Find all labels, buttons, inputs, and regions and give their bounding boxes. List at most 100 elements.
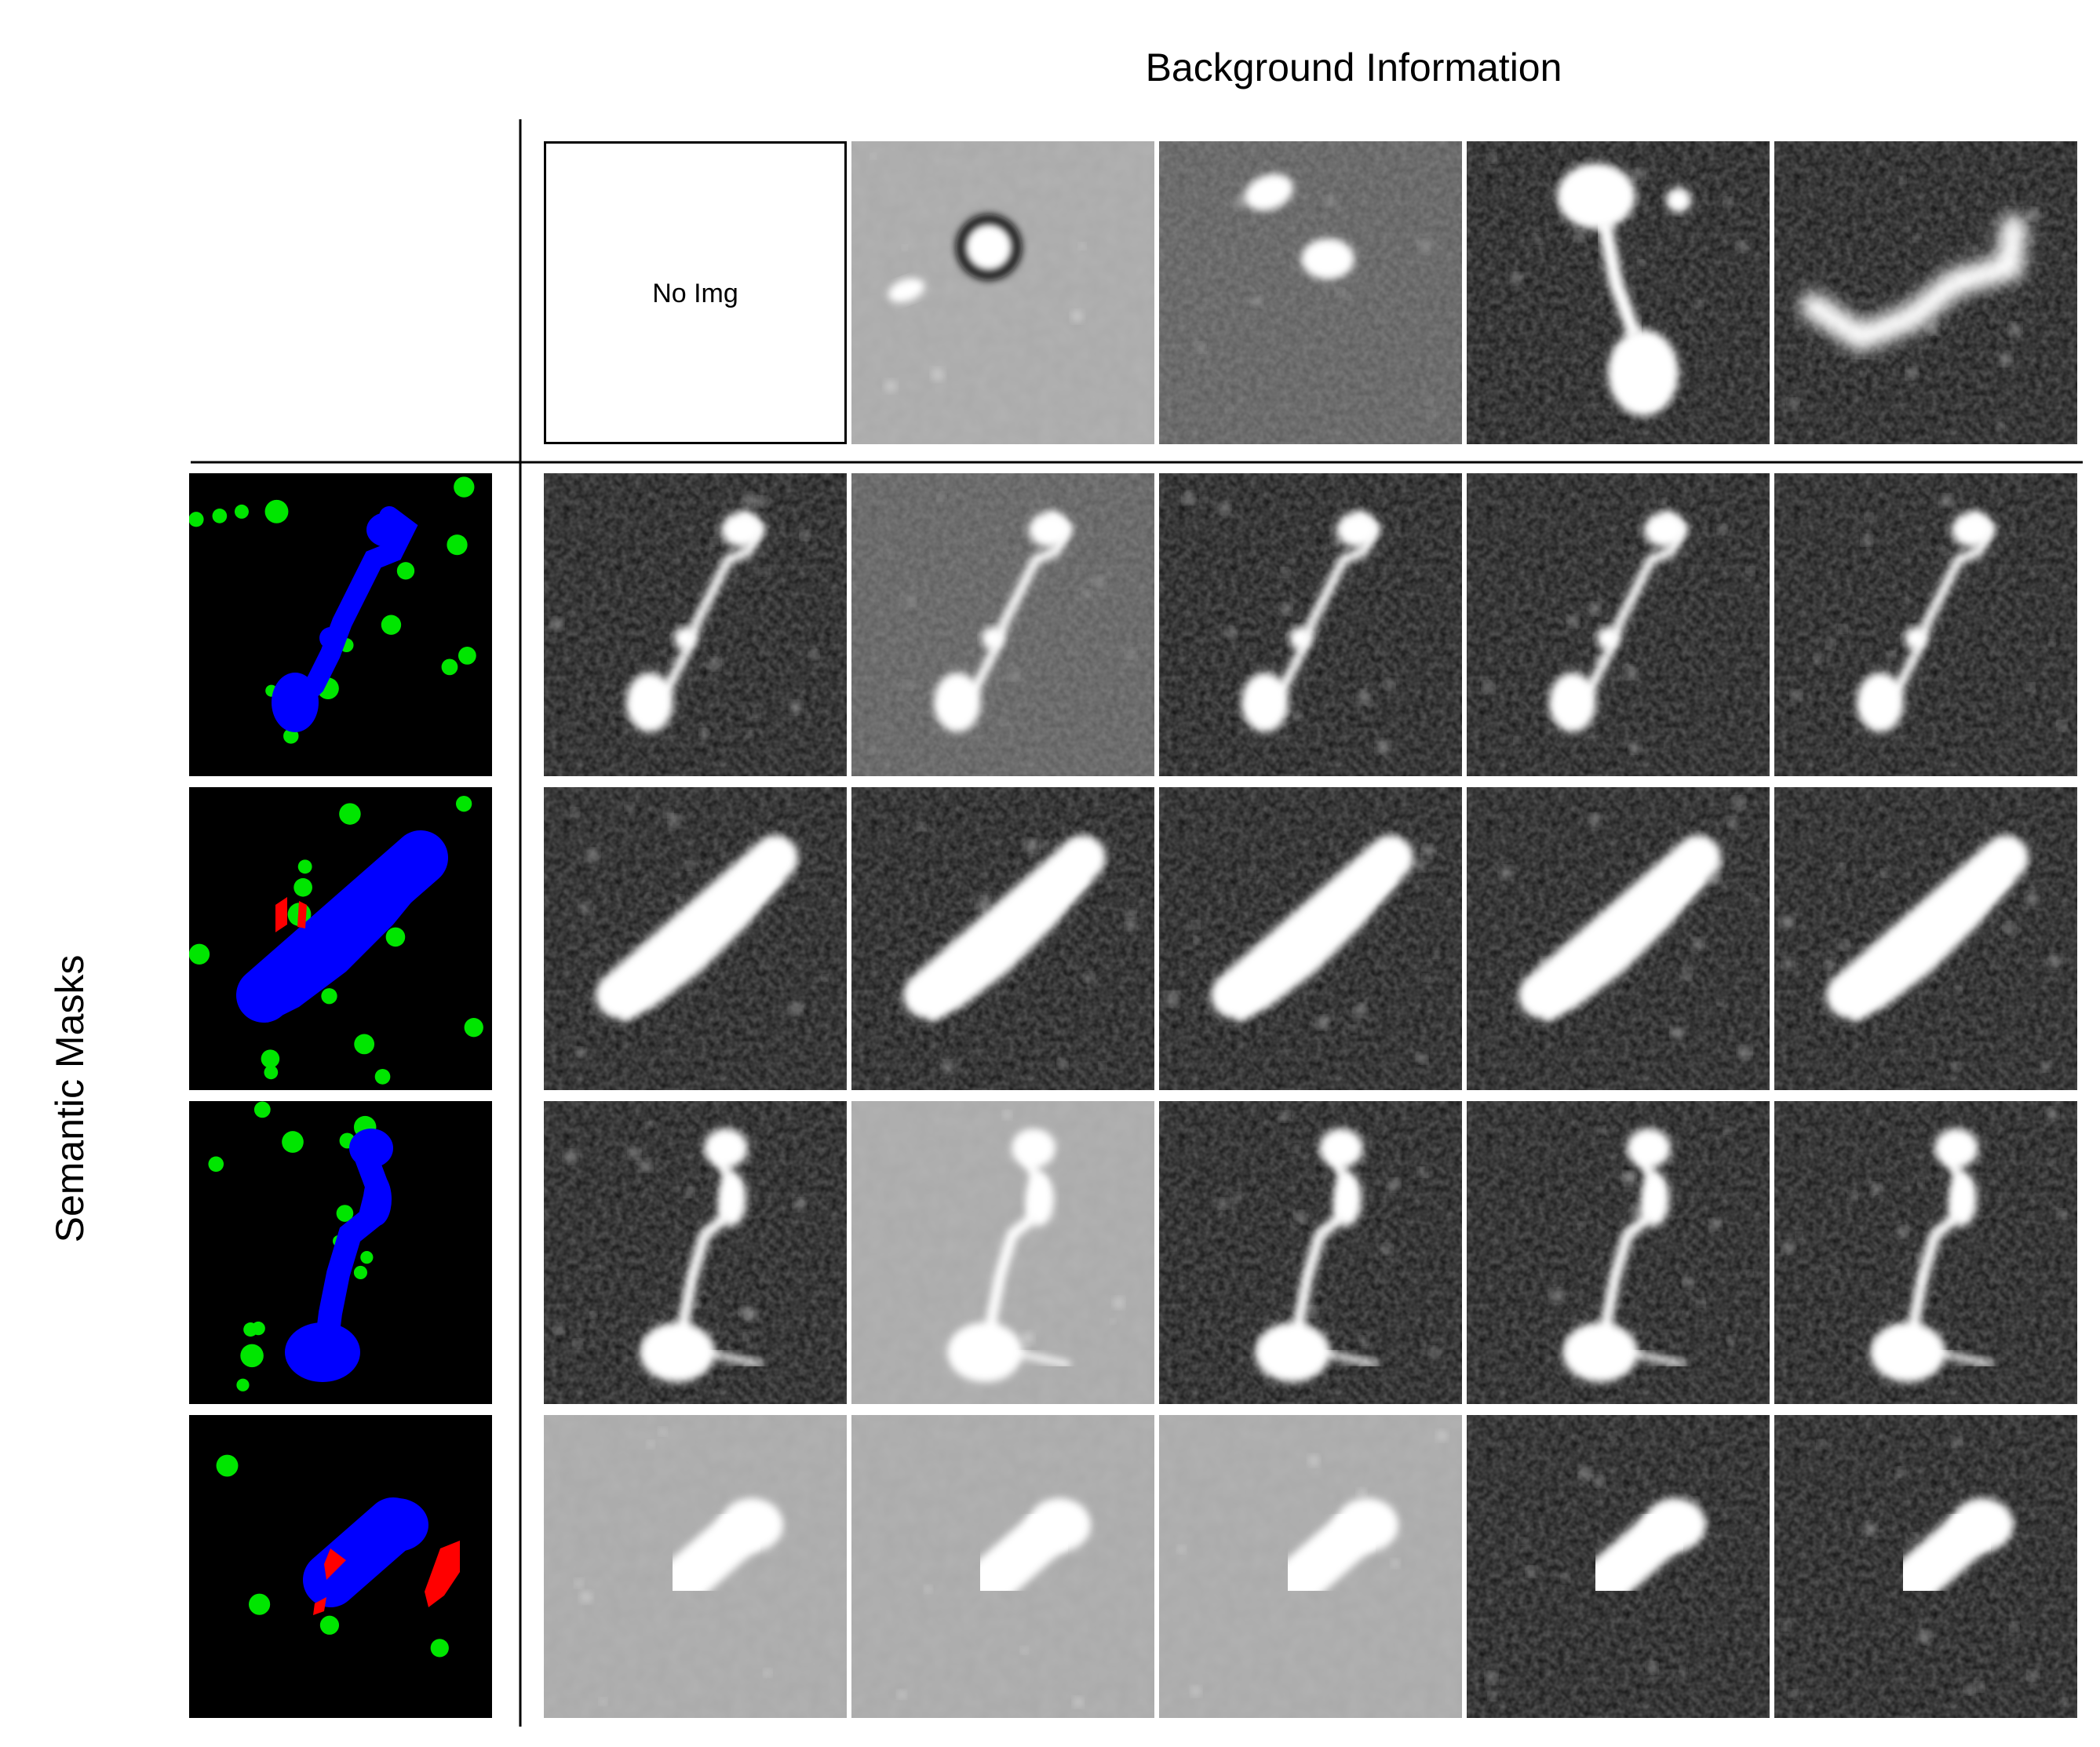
- point-source: [1026, 839, 1039, 852]
- point-source: [646, 1122, 652, 1129]
- point-source: [1839, 625, 1847, 633]
- point-source: [669, 815, 680, 826]
- mask-compact-region: [212, 509, 228, 523]
- point-source: [1093, 575, 1106, 588]
- radio-emission: [640, 1322, 715, 1382]
- point-source: [885, 550, 894, 558]
- radio-emission: [1241, 673, 1289, 732]
- mask-compact-region: [293, 877, 312, 897]
- point-source: [902, 245, 908, 250]
- point-source: [1561, 1574, 1570, 1582]
- point-source: [746, 731, 753, 738]
- radio-emission: [1333, 1173, 1362, 1226]
- point-source: [1996, 422, 2003, 431]
- point-source: [1782, 958, 1794, 969]
- generated-image-tile: [1467, 1415, 1770, 1718]
- point-source: [694, 1300, 701, 1307]
- mask-compact-region: [319, 1615, 340, 1635]
- point-source: [1343, 293, 1351, 300]
- point-source: [926, 677, 932, 682]
- mask-spurious-region: [313, 1597, 326, 1615]
- image-grid: [189, 473, 2077, 1718]
- mask-compact-region: [381, 615, 402, 635]
- point-source: [1073, 1697, 1083, 1708]
- mask-compact-region: [447, 534, 468, 556]
- mask-compact-region: [385, 927, 406, 947]
- generated-image-tile: [1774, 1101, 2077, 1404]
- point-source: [744, 1333, 751, 1340]
- point-source: [1718, 525, 1726, 534]
- point-source: [1589, 814, 1601, 826]
- point-source: [700, 729, 709, 738]
- point-source: [1710, 1219, 1721, 1230]
- point-source: [664, 808, 673, 817]
- point-source: [1387, 1179, 1399, 1191]
- point-source: [1526, 1566, 1537, 1577]
- radio-emission: [1624, 1349, 1686, 1367]
- point-source: [1681, 969, 1691, 979]
- placeholder-frame: [544, 141, 847, 444]
- point-source: [1633, 169, 1645, 180]
- mask-compact-region: [321, 988, 337, 1005]
- point-source: [668, 658, 675, 665]
- point-source: [600, 1698, 607, 1705]
- point-source: [647, 1440, 654, 1448]
- point-source: [1020, 1647, 1028, 1654]
- point-source: [1638, 261, 1646, 268]
- point-source: [1308, 1455, 1320, 1466]
- point-source: [1623, 1173, 1635, 1185]
- mask-spurious-region: [275, 897, 307, 932]
- mask-extended-region: [236, 830, 448, 1023]
- point-source: [886, 726, 893, 733]
- point-source: [1870, 1183, 1881, 1194]
- point-source: [1897, 1226, 1908, 1238]
- point-source: [917, 822, 925, 830]
- radio-emission: [947, 1322, 1023, 1382]
- point-source: [1750, 894, 1756, 900]
- point-source: [1354, 1004, 1366, 1016]
- point-source: [1594, 1476, 1605, 1487]
- radio-emission: [702, 1349, 763, 1367]
- generated-image-tile: [1467, 1101, 1770, 1404]
- point-source: [573, 1340, 582, 1348]
- point-source: [1003, 1111, 1012, 1119]
- point-source: [1219, 1198, 1229, 1209]
- point-source: [1911, 1533, 1919, 1541]
- point-source: [625, 803, 634, 811]
- point-source: [1918, 1179, 1924, 1186]
- point-source: [1358, 691, 1371, 704]
- point-source: [1281, 568, 1290, 577]
- generated-image-tile: [544, 1101, 847, 1404]
- point-source: [574, 1578, 584, 1588]
- point-source: [1113, 1297, 1125, 1309]
- point-source: [1427, 410, 1435, 418]
- radio-emission: [1211, 835, 1413, 1018]
- point-source: [1360, 1337, 1369, 1344]
- point-source: [1514, 737, 1520, 743]
- point-source: [789, 702, 802, 713]
- point-source: [976, 897, 990, 910]
- point-source: [579, 903, 590, 914]
- point-source: [1183, 492, 1195, 504]
- point-source: [1733, 797, 1745, 808]
- mask-compact-region: [216, 1454, 239, 1477]
- point-source: [1826, 640, 1835, 649]
- point-source: [1738, 1046, 1751, 1060]
- point-source: [1679, 1665, 1687, 1672]
- mask-compact-region: [264, 1065, 279, 1080]
- point-source: [1125, 919, 1136, 930]
- point-source: [1085, 972, 1094, 982]
- point-source: [1292, 1145, 1300, 1153]
- mask-compact-region: [430, 1639, 449, 1658]
- point-source: [1079, 243, 1086, 250]
- generated-image-tile: [851, 1101, 1154, 1404]
- point-source: [1419, 240, 1432, 253]
- semantic-mask-tile: [189, 1415, 492, 1718]
- point-source: [1232, 196, 1245, 210]
- point-source: [1195, 342, 1205, 352]
- point-source: [1952, 1063, 1960, 1071]
- point-source: [1081, 589, 1092, 599]
- point-source: [905, 595, 916, 606]
- point-source: [1500, 866, 1512, 879]
- radio-emission: [888, 278, 925, 303]
